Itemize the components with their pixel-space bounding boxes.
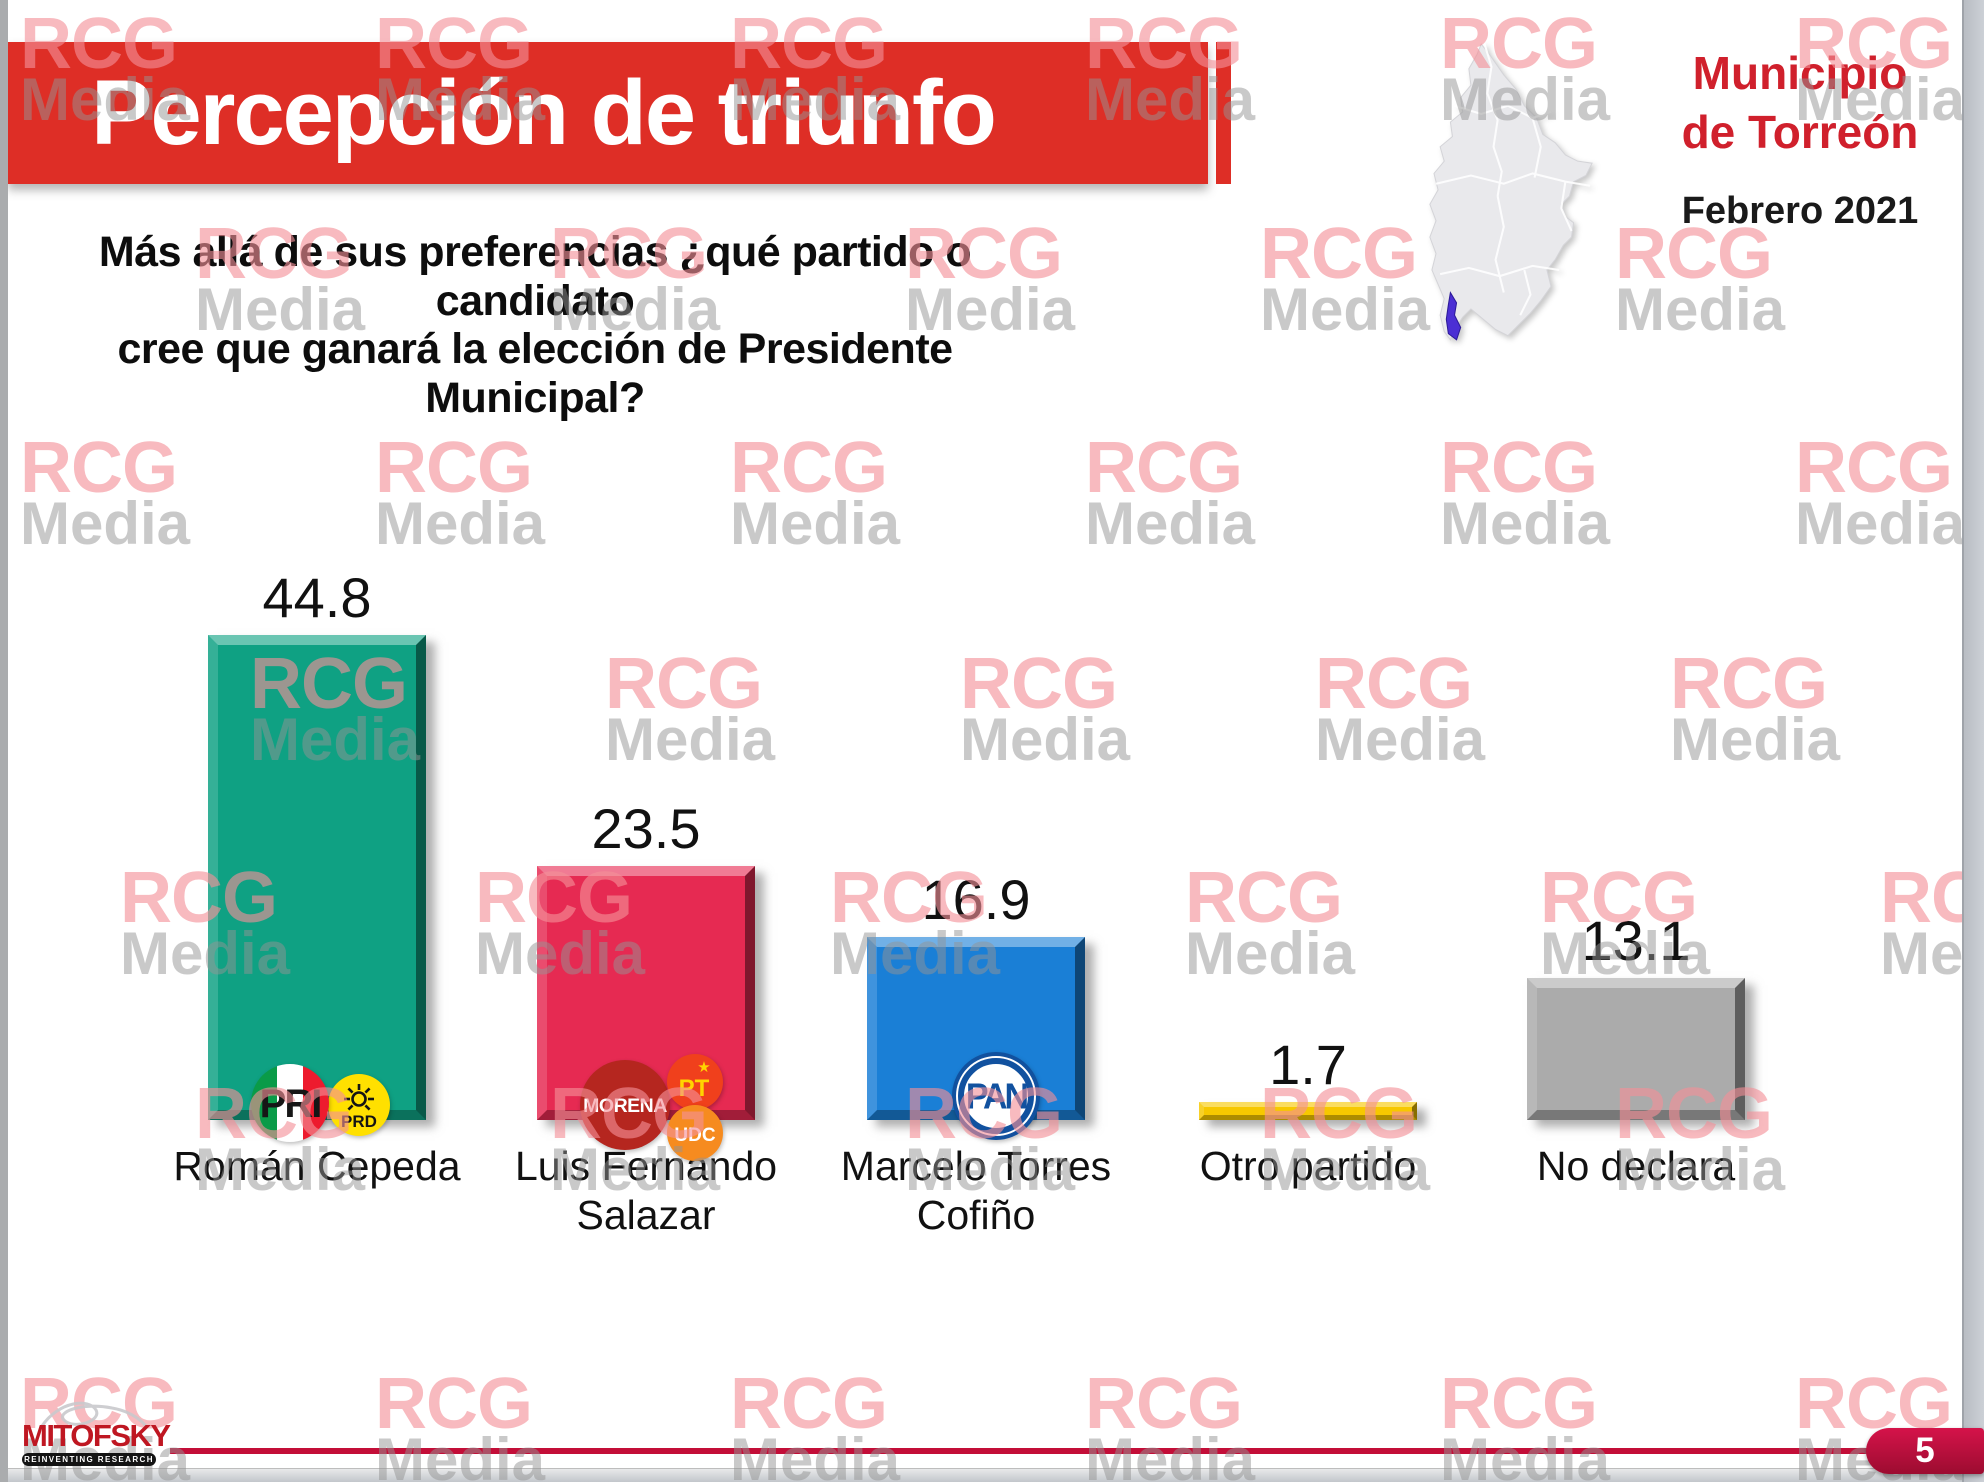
svg-text:PRD: PRD [341,1112,377,1131]
page-number: 5 [1915,1431,1935,1470]
bar-value-label: 16.9 [921,868,1031,931]
question-line-2: cree que ganará la elección de President… [117,325,953,422]
page-number-badge: 5 [1866,1428,1984,1474]
pri-logo: PRI [250,1063,330,1143]
coahuila-map [1406,40,1618,348]
morena-logo: MORENA [580,1060,670,1150]
bar-category-label: Marcelo Torres Cofiño [840,1143,1112,1239]
signature-swirl-icon [40,1401,148,1428]
title-banner: Percepción de triunfo [8,42,1208,184]
viewer-frame-left [0,0,8,1482]
pt-logo: ★ PT [667,1054,723,1110]
svg-text:MORENA: MORENA [583,1095,667,1117]
mitofsky-name: MITOFSKY [22,1418,171,1453]
viewer-frame-right [1962,0,1984,1482]
slide-title: Percepción de triunfo [91,62,997,164]
bar-category-label: Otro partido [1199,1143,1417,1189]
region-label: Municipio de Torreón [1630,44,1970,162]
bar-category-label: Luis Fernando Salazar [514,1143,778,1239]
svg-text:PT: PT [679,1075,710,1102]
svg-text:PAN: PAN [966,1077,1027,1117]
bar-5 [1527,978,1745,1120]
prd-logo: PRD [328,1074,390,1136]
svg-text:UDC: UDC [674,1125,715,1146]
survey-question: Más allá de sus preferencias ¿qué partid… [30,228,1040,422]
question-line-1: Más allá de sus preferencias ¿qué partid… [98,228,972,325]
bar-value-label: 44.8 [262,566,372,629]
viewer-frame-bottom [0,1468,1984,1482]
state-outline [1429,43,1593,341]
mitofsky-tagline: REINVENTING RESEARCH [22,1453,156,1466]
date-label: Febrero 2021 [1681,190,1919,232]
torreon-highlight [1445,291,1462,341]
bar-value-label: 1.7 [1269,1033,1347,1096]
bar-category-label: Román Cepeda [173,1143,461,1189]
svg-text:★: ★ [697,1059,710,1076]
bar-value-label: 13.1 [1581,909,1691,972]
udc-logo: UDC [667,1105,723,1161]
banner-accent-bar [1216,42,1231,184]
footer-accent-line [170,1448,1900,1454]
bar-value-label: 23.5 [591,797,701,860]
region-line-2: de Torreón [1681,105,1919,158]
bar-1 [208,635,426,1120]
svg-text:PRI: PRI [260,1082,321,1126]
bar-4 [1199,1102,1417,1120]
bar-category-label: No declara [1536,1143,1736,1189]
region-line-1: Municipio [1692,47,1908,99]
pan-logo: PAN [952,1052,1040,1140]
